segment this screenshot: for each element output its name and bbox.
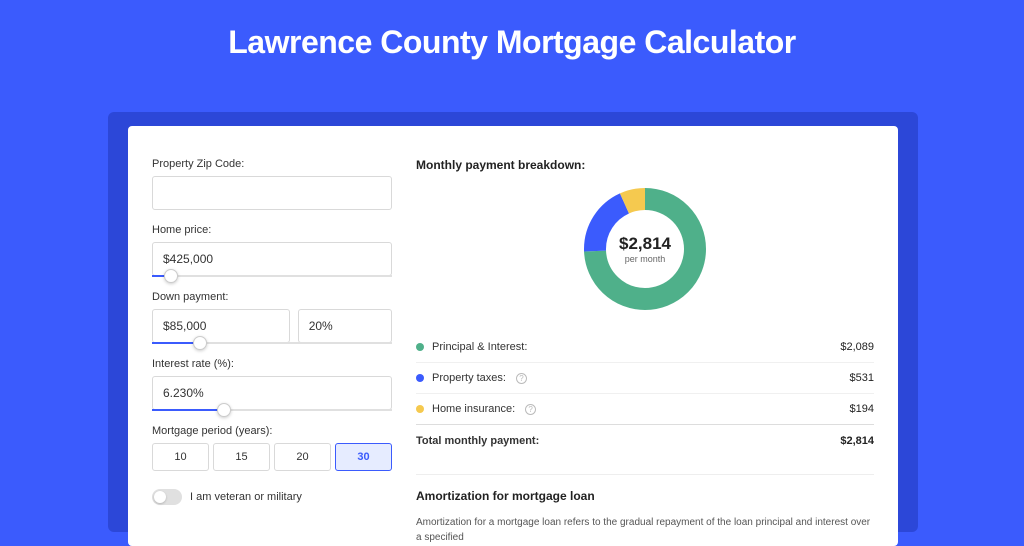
period-button[interactable]: 20 — [274, 443, 331, 471]
home-price-label: Home price: — [152, 224, 392, 236]
donut-center: $2,814 per month — [619, 234, 671, 264]
down-payment-label: Down payment: — [152, 291, 392, 303]
slider-thumb[interactable] — [217, 403, 231, 417]
legend-value: $2,089 — [840, 341, 874, 353]
legend-value: $531 — [850, 372, 874, 384]
breakdown-legend: Principal & Interest: $2,089 Property taxe… — [416, 332, 874, 424]
legend-dot — [416, 374, 424, 382]
total-value: $2,814 — [840, 435, 874, 447]
legend-value: $194 — [850, 403, 874, 415]
calculator-card: Property Zip Code: Home price: Down paym… — [128, 126, 898, 546]
page-title: Lawrence County Mortgage Calculator — [0, 0, 1024, 79]
period-button-group: 10152030 — [152, 443, 392, 471]
interest-rate-input[interactable] — [152, 376, 392, 410]
breakdown-heading: Monthly payment breakdown: — [416, 158, 874, 172]
legend-row: Property taxes:? $531 — [416, 362, 874, 393]
down-payment-field-group: Down payment: — [152, 291, 392, 344]
legend-row: Principal & Interest: $2,089 — [416, 332, 874, 362]
amortization-text: Amortization for a mortgage loan refers … — [416, 515, 874, 545]
interest-rate-label: Interest rate (%): — [152, 358, 392, 370]
total-label: Total monthly payment: — [416, 435, 539, 447]
amortization-section: Amortization for mortgage loan Amortizat… — [416, 474, 874, 545]
period-button[interactable]: 10 — [152, 443, 209, 471]
total-row: Total monthly payment: $2,814 — [416, 424, 874, 456]
down-payment-amount-input[interactable] — [152, 309, 290, 343]
legend-label: Home insurance: — [432, 403, 515, 415]
info-icon[interactable]: ? — [516, 373, 527, 384]
period-field-group: Mortgage period (years): 10152030 — [152, 425, 392, 471]
info-icon[interactable]: ? — [525, 404, 536, 415]
slider-fill — [152, 409, 224, 411]
down-payment-percent-input[interactable] — [298, 309, 392, 343]
amortization-heading: Amortization for mortgage loan — [416, 489, 874, 503]
zip-label: Property Zip Code: — [152, 158, 392, 170]
slider-thumb[interactable] — [193, 336, 207, 350]
legend-label: Principal & Interest: — [432, 341, 527, 353]
legend-dot — [416, 405, 424, 413]
legend-dot — [416, 343, 424, 351]
down-payment-slider[interactable] — [152, 342, 392, 344]
donut-amount: $2,814 — [619, 234, 671, 254]
veteran-label: I am veteran or military — [190, 491, 302, 503]
legend-row: Home insurance:? $194 — [416, 393, 874, 424]
period-button[interactable]: 15 — [213, 443, 270, 471]
home-price-input[interactable] — [152, 242, 392, 276]
home-price-field-group: Home price: — [152, 224, 392, 277]
donut-chart-wrap: $2,814 per month — [416, 184, 874, 314]
period-button[interactable]: 30 — [335, 443, 392, 471]
interest-rate-field-group: Interest rate (%): — [152, 358, 392, 411]
donut-sub: per month — [619, 254, 671, 264]
inputs-column: Property Zip Code: Home price: Down paym… — [152, 158, 392, 514]
results-column: Monthly payment breakdown: $2,814 per mo… — [416, 158, 874, 514]
toggle-knob — [154, 491, 166, 503]
veteran-toggle[interactable] — [152, 489, 182, 505]
donut-chart: $2,814 per month — [580, 184, 710, 314]
period-label: Mortgage period (years): — [152, 425, 392, 437]
slider-thumb[interactable] — [164, 269, 178, 283]
interest-rate-slider[interactable] — [152, 409, 392, 411]
zip-field-group: Property Zip Code: — [152, 158, 392, 210]
zip-input[interactable] — [152, 176, 392, 210]
home-price-slider[interactable] — [152, 275, 392, 277]
veteran-toggle-row: I am veteran or military — [152, 489, 392, 505]
legend-label: Property taxes: — [432, 372, 506, 384]
